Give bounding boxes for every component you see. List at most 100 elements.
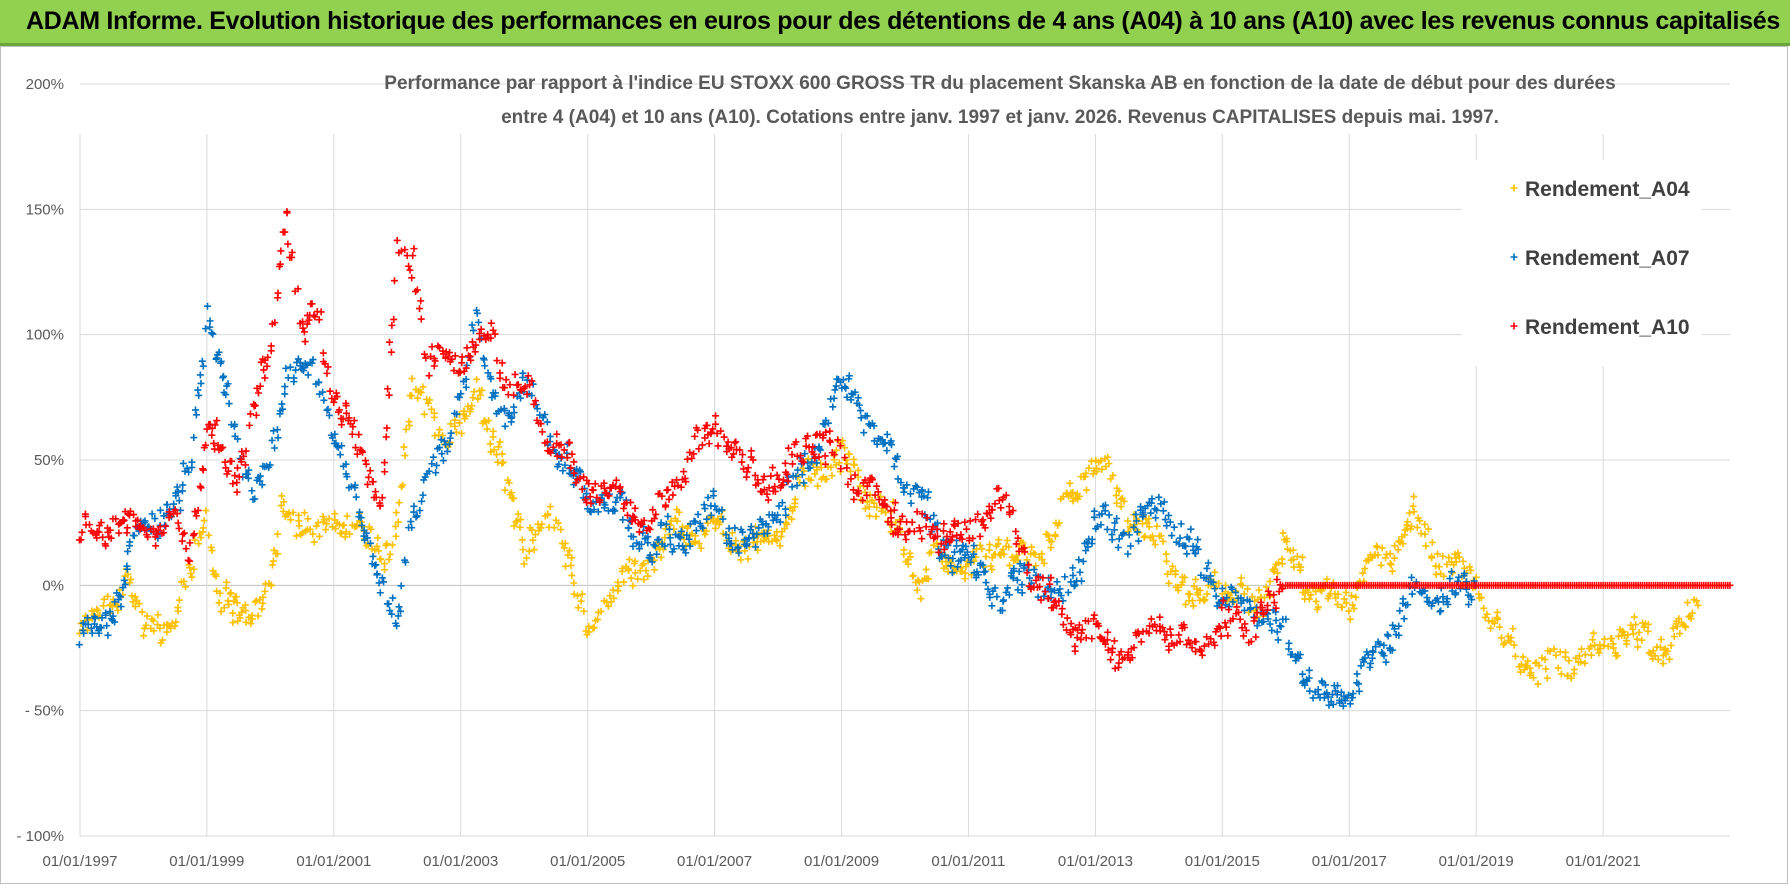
data-point [266,461,274,469]
data-point [537,524,545,532]
data-point [951,522,959,530]
data-point [1097,521,1105,529]
data-point [373,570,381,578]
data-point [1185,535,1193,543]
data-point [962,525,970,533]
data-point [237,458,245,466]
data-point [1589,636,1597,644]
data-point [662,520,670,528]
data-point [1114,544,1122,552]
data-point [767,472,775,480]
data-point [413,286,421,294]
data-point [229,480,237,488]
data-point [303,320,311,328]
data-point [497,406,505,414]
data-point [526,381,534,389]
data-point [399,481,407,489]
data-point [1026,574,1034,582]
data-point [340,521,348,529]
data-point [709,487,717,495]
data-point [80,629,88,637]
data-point [612,476,620,484]
data-point [158,636,166,644]
data-point [419,383,427,391]
data-point [570,579,578,587]
data-point [760,472,768,480]
data-point [476,335,484,343]
legend-marker [1510,322,1518,330]
data-point [1388,567,1396,575]
data-point [1635,629,1643,637]
data-point [1149,536,1157,544]
data-point [183,464,191,472]
data-point [974,571,982,579]
data-point [751,471,759,479]
data-point [117,603,125,611]
data-point [976,541,984,549]
data-point [190,565,198,573]
data-point [106,608,114,616]
data-point [174,519,182,527]
data-point [578,485,586,493]
data-point [1408,573,1416,581]
data-point [362,460,370,468]
data-point [1345,607,1353,615]
data-point [416,305,424,313]
data-point [530,546,538,554]
data-point [831,386,839,394]
legend-box [1462,160,1702,366]
data-point [644,533,652,541]
data-point [233,464,241,472]
data-point [810,450,818,458]
data-point [1182,600,1190,608]
data-point [792,438,800,446]
data-point [822,460,830,468]
data-point [394,612,402,620]
data-point [1342,588,1350,596]
data-point [574,592,582,600]
data-point [356,508,364,516]
data-point [763,529,771,537]
data-point [1644,620,1652,628]
data-point [1378,544,1386,552]
data-point [938,552,946,560]
data-point [1421,530,1429,538]
data-point [259,593,267,601]
data-point [1609,644,1617,652]
data-point [683,531,691,539]
data-point [1440,572,1448,580]
data-point [1014,556,1022,564]
data-point [1124,528,1132,536]
data-point [1624,631,1632,639]
data-point [510,495,518,502]
data-point [142,621,150,629]
data-point [609,505,617,513]
data-point [412,513,420,521]
chart-title-line1: Performance par rapport à l'indice EU ST… [384,73,1615,94]
data-point [1077,636,1085,644]
data-point [88,607,96,615]
data-point [629,542,637,550]
data-point [847,475,855,483]
data-point [528,526,536,534]
data-point [206,323,214,331]
data-point [1510,641,1518,649]
data-point [317,308,325,316]
data-point [229,609,237,617]
data-point [402,558,410,566]
data-point [194,506,202,514]
data-point [123,565,131,573]
data-point [773,471,781,479]
data-point [414,394,422,402]
data-point [281,390,289,398]
data-point [431,357,439,365]
data-point [245,421,253,429]
data-point [822,428,830,436]
x-tick-label: 01/01/2017 [1312,853,1387,870]
data-point [180,529,188,537]
data-point [172,618,180,626]
data-point [713,429,721,437]
data-point [417,389,425,397]
data-point [342,528,350,536]
data-point [152,542,160,550]
